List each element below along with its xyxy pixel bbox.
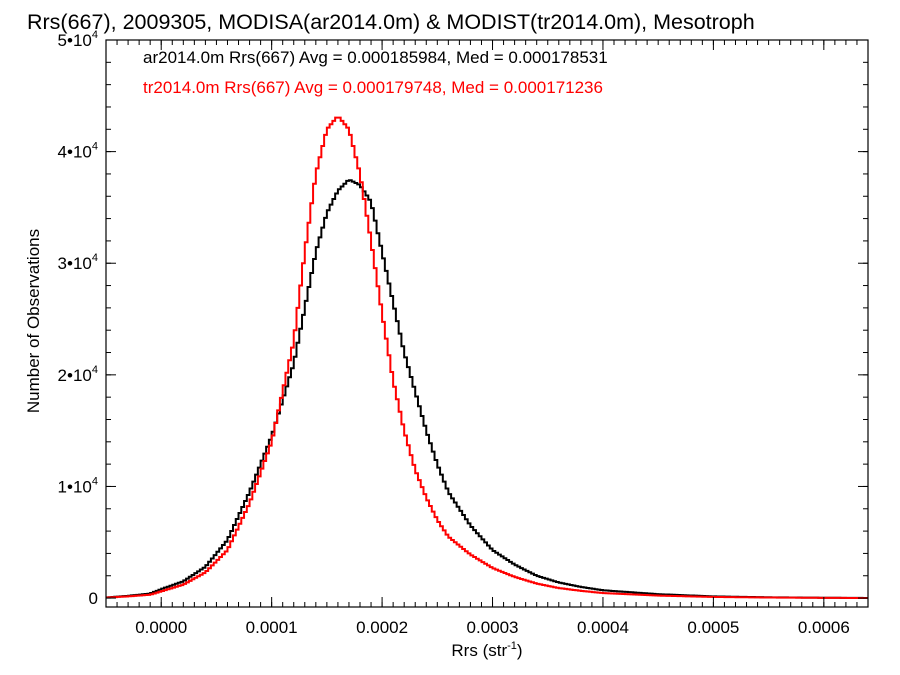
y-tick-label-exponent: 4 <box>92 364 98 376</box>
x-tick-label: 0.0003 <box>467 618 519 637</box>
x-ticks: 0.0000 0.0001 0.0002 0.0003 0.0004 0.0005 0.00… <box>105 40 869 637</box>
y-tick-label: 0 <box>89 589 98 608</box>
plot-frame <box>105 39 869 608</box>
x-tick-label: 0.0006 <box>798 618 850 637</box>
x-tick-label: 0.0004 <box>577 618 629 637</box>
y-tick-label-mantissa: 4•10 <box>58 143 92 162</box>
y-tick-label-mantissa: 3•10 <box>58 254 92 273</box>
x-tick-label: 0.0000 <box>135 618 187 637</box>
y-tick-label-exponent: 4 <box>92 141 98 153</box>
x-axis-label-sup: -1 <box>507 640 517 652</box>
y-tick-label: 3•104 <box>58 252 98 273</box>
y-tick-label: 4•104 <box>58 141 98 162</box>
y-tick-label-mantissa: 1•10 <box>58 477 92 496</box>
y-tick-label-mantissa: 0 <box>89 589 98 608</box>
x-axis-label-base: Rrs (str <box>451 641 507 660</box>
series-line-1 <box>106 116 868 600</box>
y-tick-label-exponent: 4 <box>92 475 98 487</box>
y-tick-label-mantissa: 2•10 <box>58 366 92 385</box>
y-tick-label-exponent: 4 <box>92 252 98 264</box>
y-tick-label-exponent: 4 <box>92 29 98 41</box>
y-tick-label-mantissa: 5•10 <box>58 31 92 50</box>
y-tick-label: 1•104 <box>58 475 98 496</box>
series-line-0 <box>106 179 868 599</box>
x-axis-label: Rrs (str-1) <box>451 640 522 660</box>
x-axis-label-close: ) <box>517 641 523 660</box>
chart-title: Rrs(667), 2009305, MODISA(ar2014.0m) & M… <box>27 10 755 34</box>
y-axis-label: Number of Observations <box>24 229 43 413</box>
x-tick-label: 0.0005 <box>687 618 739 637</box>
x-tick-label: 0.0002 <box>356 618 408 637</box>
annotation-red: tr2014.0m Rrs(667) Avg = 0.000179748, Me… <box>143 78 603 97</box>
y-tick-label: 5•104 <box>58 29 98 50</box>
annotation-black: ar2014.0m Rrs(667) Avg = 0.000185984, Me… <box>143 48 608 67</box>
x-tick-label: 0.0001 <box>246 618 298 637</box>
y-tick-label: 2•104 <box>58 364 98 385</box>
series-layer <box>106 116 868 600</box>
